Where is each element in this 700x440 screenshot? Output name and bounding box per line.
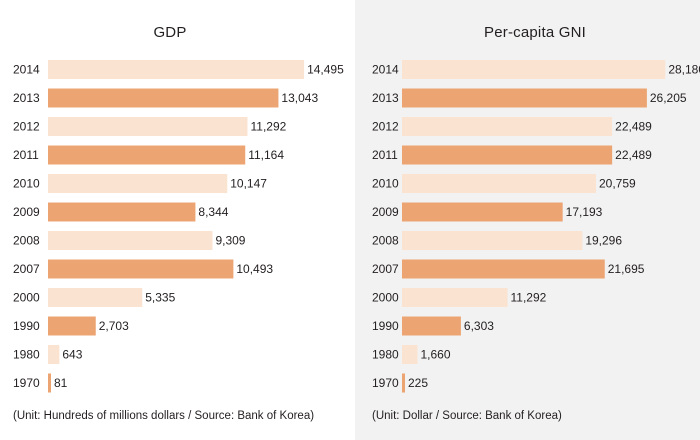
year-label: 2013 (372, 91, 399, 105)
bar (402, 316, 461, 336)
bar (48, 288, 143, 307)
year-label: 2011 (13, 148, 39, 162)
value-label: 20,759 (599, 177, 636, 191)
bar (48, 174, 228, 193)
value-label: 22,489 (615, 120, 652, 134)
bar (402, 231, 583, 250)
year-label: 1990 (372, 319, 399, 333)
year-label: 1980 (372, 348, 399, 362)
year-label: 2014 (13, 63, 40, 77)
bar (402, 373, 405, 393)
value-label: 643 (62, 348, 82, 362)
year-label: 2007 (13, 262, 40, 276)
year-label: 2014 (372, 63, 399, 77)
bar (402, 117, 613, 136)
value-label: 5,335 (145, 291, 175, 305)
gni-chart-note: (Unit: Dollar / Source: Bank of Korea) (372, 410, 562, 422)
value-label: 26,205 (650, 91, 687, 105)
bar (48, 259, 234, 279)
year-label: 1970 (13, 376, 40, 390)
value-label: 11,292 (511, 291, 547, 305)
year-label: 2009 (13, 205, 40, 219)
value-label: 8,344 (198, 205, 228, 219)
gdp-chart-title: GDP (153, 24, 187, 41)
bar (402, 60, 666, 79)
bar (48, 345, 60, 364)
value-label: 13,043 (281, 91, 318, 105)
bar (48, 88, 279, 108)
value-label: 225 (408, 376, 428, 390)
gni-chart-title: Per-capita GNI (484, 24, 586, 41)
bar (48, 117, 248, 136)
bar (48, 202, 196, 222)
bar (48, 316, 96, 336)
bar (402, 202, 563, 222)
value-label: 11,164 (248, 148, 284, 162)
value-label: 19,296 (585, 234, 622, 248)
bar (48, 373, 51, 393)
value-label: 21,695 (608, 262, 645, 276)
value-label: 81 (54, 376, 68, 390)
year-label: 2010 (13, 177, 40, 191)
year-label: 2007 (372, 262, 399, 276)
bar (402, 88, 647, 108)
value-label: 11,292 (250, 120, 286, 134)
value-label: 17,193 (566, 205, 603, 219)
year-label: 2012 (13, 120, 40, 134)
bar (48, 231, 213, 250)
value-label: 9,309 (215, 234, 245, 248)
year-label: 1970 (372, 376, 399, 390)
year-label: 2008 (372, 234, 399, 248)
value-label: 22,489 (615, 148, 652, 162)
bar (402, 345, 418, 364)
gdp-chart-note: (Unit: Hundreds of millions dollars / So… (13, 410, 315, 422)
gdp-chart: 2014 14,495 2013 13,043 2012 11,292 2011 11,164… (13, 60, 344, 393)
value-label: 6,303 (464, 319, 494, 333)
value-label: 14,495 (307, 63, 344, 77)
value-label: 10,493 (236, 262, 273, 276)
bar (402, 288, 508, 307)
value-label: 28,180 (668, 63, 700, 77)
year-label: 1990 (13, 319, 40, 333)
year-label: 2008 (13, 234, 40, 248)
value-label: 2,703 (99, 319, 129, 333)
value-label: 1,660 (421, 348, 451, 362)
year-label: 2010 (372, 177, 399, 191)
bar (402, 259, 605, 279)
year-label: 2013 (13, 91, 40, 105)
bar (48, 145, 246, 165)
year-label: 2011 (372, 148, 398, 162)
bar (402, 145, 613, 165)
year-label: 2012 (372, 120, 399, 134)
year-label: 2009 (372, 205, 399, 219)
bar (48, 60, 305, 79)
gni-chart-panel: Per-capita GNI 201428,180201326,20520122… (355, 0, 700, 440)
year-label: 2000 (372, 291, 399, 305)
gdp-chart-panel: GDP 2014 14,495 2013 13,043 2012 11,292 2011 11… (0, 0, 345, 440)
gni-chart: 2014 28,180 2013 26,205 2012 22,489 2011 22,489… (372, 60, 700, 393)
year-label: 2000 (13, 291, 40, 305)
year-label: 1980 (13, 348, 40, 362)
value-label: 10,147 (230, 177, 267, 191)
bar (402, 174, 596, 193)
